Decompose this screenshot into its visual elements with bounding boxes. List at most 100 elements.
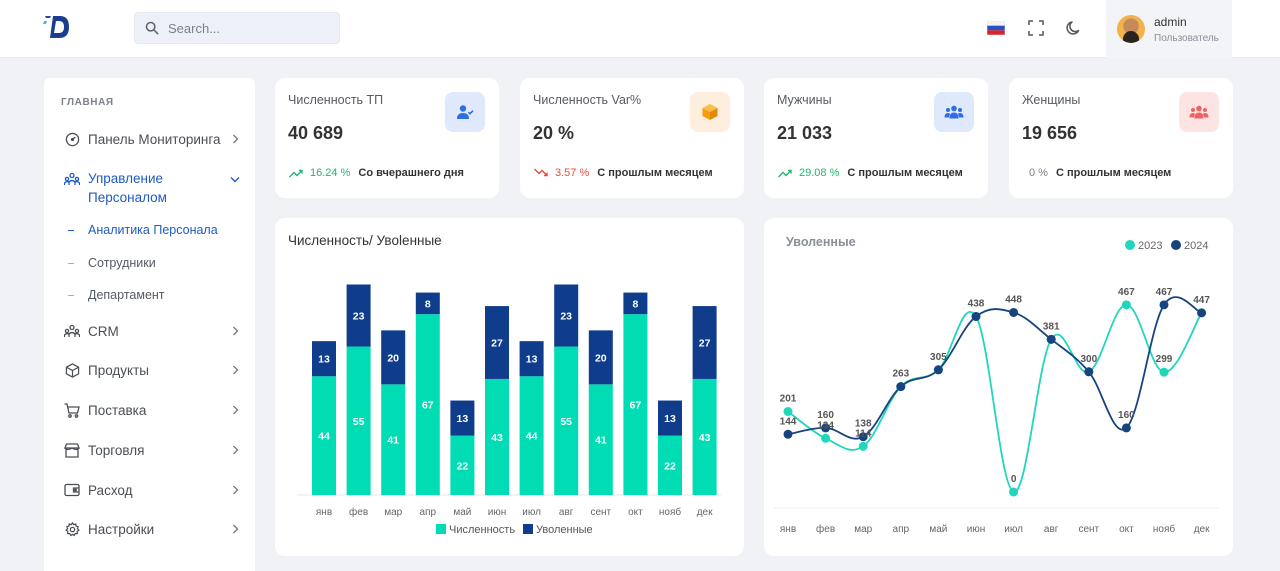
data-label-2023: 114 [855, 428, 872, 439]
sidebar-subitem-department[interactable]: Департамент [68, 288, 165, 302]
data-label-2023: 201 [780, 393, 797, 404]
x-tick-label: май [929, 524, 947, 535]
user-name: admin [1154, 14, 1187, 29]
line-2024 [787, 296, 1203, 440]
data-label-2024: 160 [817, 410, 834, 421]
bar-data-label: 22 [457, 460, 469, 472]
bar-data-label: 20 [595, 352, 607, 364]
group-icon [64, 323, 80, 339]
search-bar[interactable] [134, 12, 340, 44]
point-2024 [821, 423, 831, 433]
sidebar-item-expense[interactable]: Расход [64, 482, 240, 498]
bar-data-label: 13 [526, 354, 538, 366]
bar-data-label: 44 [318, 431, 330, 443]
headcount-dismissed-bar-chart: 44 13 янв 55 23 фев 41 20 мар 67 8 апр 22 13 май 43 27 ию… [297, 284, 721, 536]
sidebar-subitem-label: Департамент [88, 288, 165, 302]
chevron-right-icon [230, 405, 240, 415]
point-2023 [821, 433, 831, 443]
sidebar-item-settings[interactable]: Настройки [64, 521, 240, 537]
data-label: 381 [1043, 321, 1060, 332]
stat-title: Численность Var% [533, 93, 642, 107]
bar-dismissed [623, 292, 648, 315]
trend-up-icon [289, 169, 303, 178]
data-label: 438 [968, 298, 985, 309]
group-icon [934, 92, 974, 132]
user-profile-menu[interactable]: admin Пользователь [1106, 0, 1232, 58]
data-label-2024: 144 [780, 416, 797, 427]
stat-card-men: Мужчины 21 033 29.08 % С прошлым месяцем [764, 78, 988, 198]
bar-data-label: 43 [491, 432, 503, 444]
avatar [1117, 15, 1145, 43]
sidebar-item-label: Продукты [88, 362, 149, 378]
sidebar-subitem-hr-analytics[interactable]: Аналитика Персонала [68, 223, 218, 237]
stat-trend: 3.57 % С прошлым месяцем [534, 167, 713, 179]
sidebar-subitem-employees[interactable]: Сотрудники [68, 256, 156, 270]
x-tick-label: июл [522, 507, 541, 518]
chevron-right-icon [230, 485, 240, 495]
bar-data-label: 41 [387, 435, 399, 447]
sidebar-item-products[interactable]: Продукты [64, 362, 240, 378]
legend-label-2023: 2023 [1138, 240, 1162, 252]
point-2024 [1197, 308, 1207, 318]
sidebar-item-label: Торговля [88, 442, 145, 458]
sidebar-item-crm[interactable]: CRM [64, 323, 240, 339]
stat-percent: 29.08 % [799, 167, 840, 179]
x-tick-label: янв [780, 524, 796, 535]
bar-data-label: 27 [491, 338, 503, 350]
x-tick-label: фев [816, 523, 835, 535]
chart-title: Численность/ Увolенные [288, 233, 442, 248]
bar-headcount [623, 314, 648, 495]
logo[interactable] [42, 12, 72, 42]
stat-value: 40 689 [288, 123, 344, 143]
bar-data-label: 55 [353, 416, 365, 428]
stat-trend: 0 % С прошлым месяцем [1029, 167, 1171, 179]
data-label: 300 [1080, 354, 1097, 365]
stat-title: Численность ТП [288, 93, 384, 107]
bar-data-label: 8 [425, 298, 431, 310]
bar-dismissed [450, 400, 475, 436]
stat-percent: 3.57 % [555, 167, 590, 179]
cube-icon [690, 92, 730, 132]
russian-flag-icon[interactable] [986, 18, 1006, 38]
bar-headcount [485, 378, 509, 495]
search-input[interactable] [168, 20, 328, 36]
sidebar-item-label: CRM [88, 323, 119, 339]
sidebar-item-label: Расход [88, 482, 133, 498]
point-2023 [1121, 300, 1131, 310]
stat-period: С прошлым месяцем [847, 167, 963, 179]
gear-icon [64, 521, 80, 537]
stat-percent: 16.24 % [310, 167, 351, 179]
point-2023 [1009, 487, 1019, 497]
sidebar-subitem-label: Аналитика Персонала [88, 223, 218, 237]
data-label: 447 [1193, 295, 1210, 306]
data-label-2023: 299 [1156, 354, 1173, 365]
bar-headcount [658, 435, 682, 495]
bar-data-label: 8 [632, 298, 638, 310]
bar-data-label: 67 [422, 400, 434, 412]
bar-headcount [415, 314, 440, 495]
stat-title: Мужчины [777, 93, 832, 107]
sidebar-item-hr-management[interactable]: Управление Персоналом [64, 169, 240, 207]
sidebar-item-label: Поставка [88, 402, 147, 418]
stat-card-women: Женщины 19 656 0 % С прошлым месяцем [1009, 78, 1233, 198]
point-2023 [1159, 367, 1169, 377]
search-icon [145, 21, 159, 35]
bar-chart-card: Численность/ Увolенные 44 13 янв 55 23 фев 41 2… [275, 218, 744, 556]
point-2024 [896, 382, 906, 392]
x-tick-label: окт [1119, 524, 1134, 535]
line-chart-card: Уволенные 201 144 янв 134 160 фев 114 138 мар 263… [764, 218, 1233, 556]
top-header: admin Пользователь [0, 0, 1280, 58]
stat-card-headcount: Численность ТП 40 689 16.24 % Со вчерашн… [275, 78, 499, 198]
chevron-right-icon [230, 326, 240, 336]
sidebar-item-dashboard[interactable]: Панель Мониторинга [64, 131, 240, 147]
sidebar-item-supply[interactable]: Поставка [64, 402, 240, 418]
fullscreen-icon[interactable] [1026, 18, 1046, 38]
dark-mode-moon-icon[interactable] [1064, 18, 1084, 38]
sidebar-item-trade[interactable]: Торговля [64, 442, 240, 458]
data-label-2023: 467 [1118, 287, 1135, 298]
user-role: Пользователь [1154, 32, 1219, 44]
bar-data-label: 44 [526, 431, 538, 443]
x-tick-label: нояб [1153, 523, 1175, 535]
point-2024 [783, 429, 793, 439]
point-2024 [1084, 367, 1094, 377]
